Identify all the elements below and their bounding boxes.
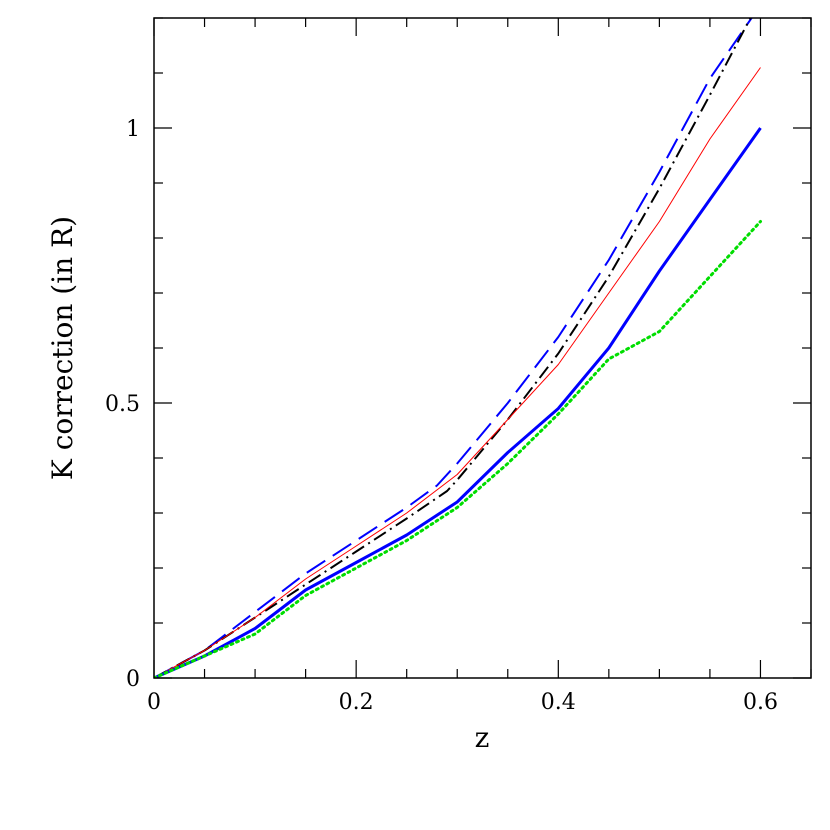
data-series-group bbox=[154, 18, 762, 678]
y-axis-label: K correction (in R) bbox=[46, 216, 79, 480]
axis-ticks bbox=[153, 17, 812, 679]
tick-labels: 0 0.2 0.4 0.6 0 0.5 1 bbox=[105, 117, 778, 715]
x-tick-label: 0.4 bbox=[541, 690, 576, 715]
series-line-3 bbox=[154, 67, 761, 678]
x-tick-label: 0.2 bbox=[339, 690, 374, 715]
x-tick-label: 0 bbox=[147, 690, 161, 715]
x-tick-label: 0.6 bbox=[743, 690, 778, 715]
x-axis-label: z bbox=[475, 721, 490, 754]
series-line-1 bbox=[154, 18, 753, 678]
series-line-4 bbox=[154, 127, 762, 678]
y-tick-label: 1 bbox=[126, 117, 140, 142]
y-tick-label: 0.5 bbox=[105, 392, 140, 417]
series-line-5 bbox=[154, 220, 762, 678]
plot-frame bbox=[153, 17, 812, 679]
y-tick-label: 0 bbox=[126, 667, 140, 692]
